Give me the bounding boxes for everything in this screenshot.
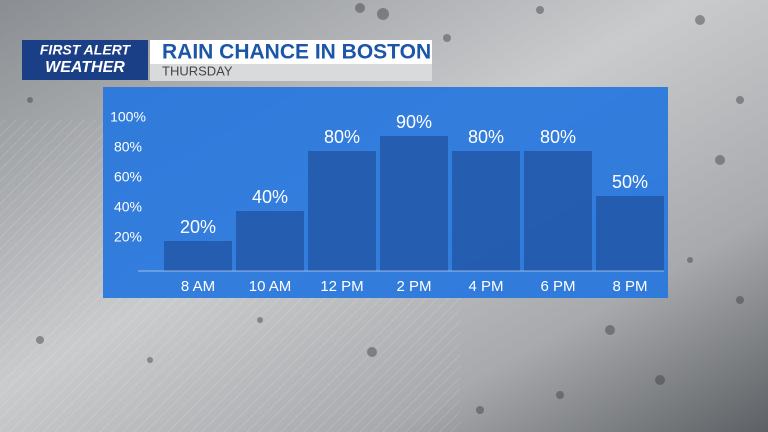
y-tick-label: 80%	[114, 139, 142, 155]
value-label: 40%	[252, 187, 288, 207]
logo-line: WEATHER	[45, 59, 125, 76]
y-tick-label: 100%	[110, 109, 146, 125]
x-tick-label: 2 PM	[396, 278, 431, 295]
logo-line: FIRST ALERT	[40, 42, 132, 58]
y-tick-label: 40%	[114, 199, 142, 215]
x-tick-label: 12 PM	[320, 278, 363, 295]
bar	[308, 151, 376, 271]
y-tick-label: 60%	[114, 169, 142, 185]
bar	[236, 211, 304, 271]
x-tick-label: 8 AM	[181, 278, 215, 295]
bar	[452, 151, 520, 271]
y-tick-label: 20%	[114, 229, 142, 245]
x-tick-label: 8 PM	[612, 278, 647, 295]
bar	[524, 151, 592, 271]
value-label: 80%	[540, 127, 576, 147]
x-tick-label: 4 PM	[468, 278, 503, 295]
bar	[380, 136, 448, 271]
logo-box	[22, 40, 148, 80]
raindrops	[27, 3, 744, 414]
chart-subtitle: THURSDAY	[162, 63, 233, 78]
title-box	[150, 40, 432, 64]
value-label: 20%	[180, 217, 216, 237]
x-tick-label: 10 AM	[249, 278, 292, 295]
subtitle-box	[150, 64, 432, 81]
value-label: 90%	[396, 112, 432, 132]
bar	[596, 196, 664, 271]
chart-title: RAIN CHANCE IN BOSTON	[162, 41, 431, 64]
value-label: 80%	[468, 127, 504, 147]
value-label: 50%	[612, 172, 648, 192]
x-tick-label: 6 PM	[540, 278, 575, 295]
value-label: 80%	[324, 127, 360, 147]
bar	[164, 241, 232, 271]
